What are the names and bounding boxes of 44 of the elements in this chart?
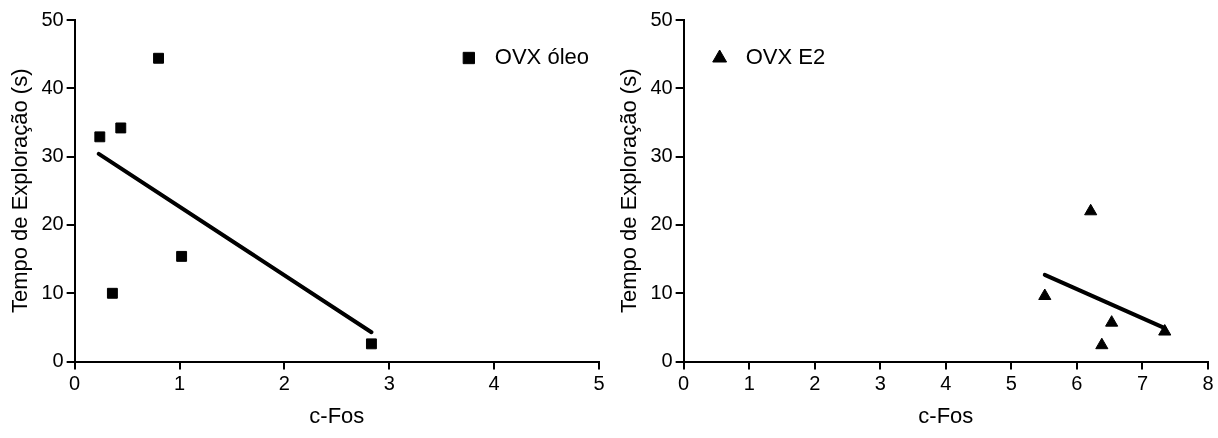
x-axis-title: c-Fos (309, 402, 365, 428)
point (1105, 315, 1119, 327)
y-tick-label: 30 (650, 144, 673, 167)
x-tick-label: 2 (278, 372, 290, 395)
point (115, 122, 127, 134)
x-tick-label: 8 (1202, 372, 1214, 395)
legend-label: OVX óleo (494, 44, 590, 70)
x-tick-label: 7 (1136, 372, 1149, 395)
point (1095, 337, 1109, 350)
x-tick-label: 0 (678, 372, 690, 395)
point (176, 250, 188, 262)
x-tick-label: 5 (1005, 372, 1017, 395)
x-tick-label: 2 (809, 372, 821, 395)
y-axis-title: Tempo de Exploração (s) (616, 68, 642, 314)
point (1158, 324, 1172, 336)
y-axis-title: Tempo de Exploração (s) (7, 68, 33, 314)
y-tick-label: 30 (41, 144, 64, 167)
y-tick-label: 0 (661, 349, 673, 372)
y-tick-label: 40 (41, 75, 64, 98)
y-tick-label: 40 (650, 75, 673, 98)
point (153, 52, 164, 64)
x-tick-label: 1 (743, 372, 755, 395)
y-tick-label: 10 (41, 280, 64, 303)
x-axis-title: c-Fos (918, 402, 974, 428)
x-tick-label: 3 (874, 372, 886, 395)
point (94, 131, 106, 143)
y-tick-label: 0 (52, 349, 64, 372)
y-tick-label: 50 (41, 7, 64, 30)
x-tick-label: 3 (383, 372, 395, 395)
y-tick-label: 50 (650, 7, 673, 30)
x-tick-label: 5 (593, 372, 605, 395)
x-tick-label: 6 (1071, 372, 1083, 395)
y-tick-label: 20 (41, 212, 64, 235)
y-tick-label: 10 (650, 280, 673, 303)
point (1084, 203, 1098, 216)
x-tick-label: 4 (940, 372, 952, 395)
x-tick-label: 4 (488, 372, 500, 395)
y-tick-label: 20 (650, 212, 673, 235)
x-tick-label: 1 (173, 372, 186, 395)
point (365, 338, 377, 350)
point (106, 287, 118, 299)
legend-label: OVX E2 (745, 44, 826, 70)
point (1038, 288, 1052, 301)
x-tick-label: 0 (69, 372, 81, 395)
